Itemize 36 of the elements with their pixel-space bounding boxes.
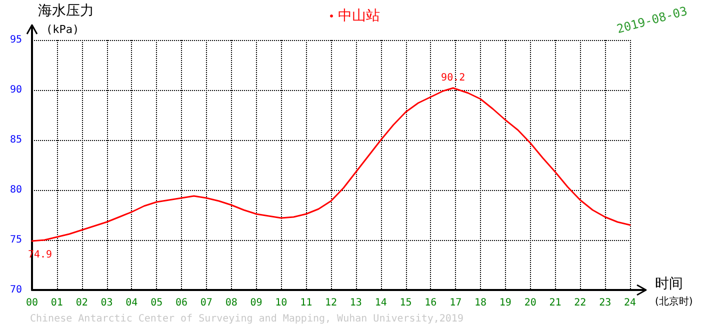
x-tick-label: 00 xyxy=(26,298,38,308)
x-tick-label: 07 xyxy=(200,298,212,308)
y-tick-label: 85 xyxy=(10,134,22,146)
y-tick-label: 95 xyxy=(10,34,22,46)
x-tick-label: 18 xyxy=(474,298,487,308)
x-tick-label: 13 xyxy=(350,298,362,308)
x-tick-label: 22 xyxy=(574,298,586,308)
x-tick-label: 19 xyxy=(499,298,512,308)
x-tick-label: 14 xyxy=(374,298,387,308)
y-tick-label: 70 xyxy=(10,284,22,296)
y-tick-label: 90 xyxy=(10,84,22,96)
line-series xyxy=(31,87,631,242)
x-tick-label: 08 xyxy=(225,298,238,308)
x-tick-label: 06 xyxy=(175,298,188,308)
x-tick-label: 21 xyxy=(549,298,562,308)
x-tick-label: 24 xyxy=(624,298,636,308)
y-axis-title: 海水压力 (kPa) xyxy=(38,3,94,36)
x-tick-label: 01 xyxy=(50,298,63,308)
x-tick-label: 09 xyxy=(250,298,262,308)
x-tick-label: 23 xyxy=(599,298,612,308)
x-tick-label: 16 xyxy=(424,298,437,308)
legend-label: 中山站 xyxy=(338,8,380,24)
x-tick-label: 04 xyxy=(126,298,138,308)
x-tick-label: 10 xyxy=(275,298,288,308)
x-tick-label: 02 xyxy=(76,298,88,308)
x-tick-label: 05 xyxy=(150,298,163,308)
x-tick-label: 20 xyxy=(524,298,536,308)
x-tick-label: 03 xyxy=(100,298,113,308)
x-tick-label: 15 xyxy=(400,298,412,308)
y-tick-label: 80 xyxy=(10,184,22,196)
annotation: 90.2 xyxy=(441,72,466,84)
x-tick-label: 12 xyxy=(324,298,338,308)
y-tick-label: 75 xyxy=(10,234,22,246)
x-tick-label: 17 xyxy=(450,298,462,308)
x-tick-label: 11 xyxy=(300,298,312,308)
x-axis-title: 时间 (北京时) xyxy=(655,276,693,308)
